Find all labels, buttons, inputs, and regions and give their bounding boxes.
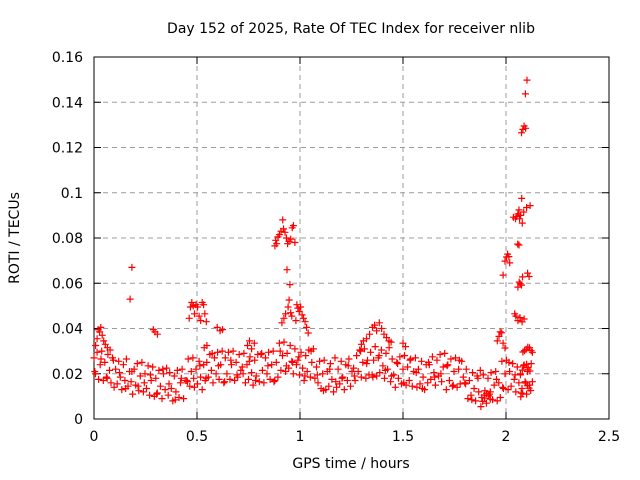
plot-border bbox=[93, 56, 610, 420]
svg-text:0: 0 bbox=[74, 412, 83, 428]
svg-text:0.1: 0.1 bbox=[61, 186, 83, 202]
y-tick-labels: 0 0.02 0.04 0.06 0.08 0.1 0.12 0.14 0.16 bbox=[52, 50, 83, 428]
svg-text:0.02: 0.02 bbox=[52, 367, 83, 383]
svg-text:2.5: 2.5 bbox=[598, 429, 620, 445]
svg-text:0.04: 0.04 bbox=[52, 322, 83, 338]
svg-text:0.5: 0.5 bbox=[186, 429, 208, 445]
grid-lines bbox=[94, 57, 609, 419]
svg-text:2: 2 bbox=[502, 429, 511, 445]
svg-text:0.06: 0.06 bbox=[52, 276, 83, 292]
chart-title: Day 152 of 2025, Rate Of TEC Index for r… bbox=[167, 21, 535, 37]
data-points bbox=[90, 76, 536, 411]
svg-text:0: 0 bbox=[90, 429, 99, 445]
svg-text:1: 1 bbox=[296, 429, 305, 445]
svg-text:1.5: 1.5 bbox=[392, 429, 414, 445]
svg-text:0.14: 0.14 bbox=[52, 95, 83, 111]
svg-text:0.16: 0.16 bbox=[52, 50, 83, 66]
x-tick-labels: 0 0.5 1 1.5 2 2.5 bbox=[90, 429, 621, 445]
svg-text:0.12: 0.12 bbox=[52, 141, 83, 157]
svg-text:0.08: 0.08 bbox=[52, 231, 83, 247]
x-axis-label: GPS time / hours bbox=[292, 456, 410, 472]
